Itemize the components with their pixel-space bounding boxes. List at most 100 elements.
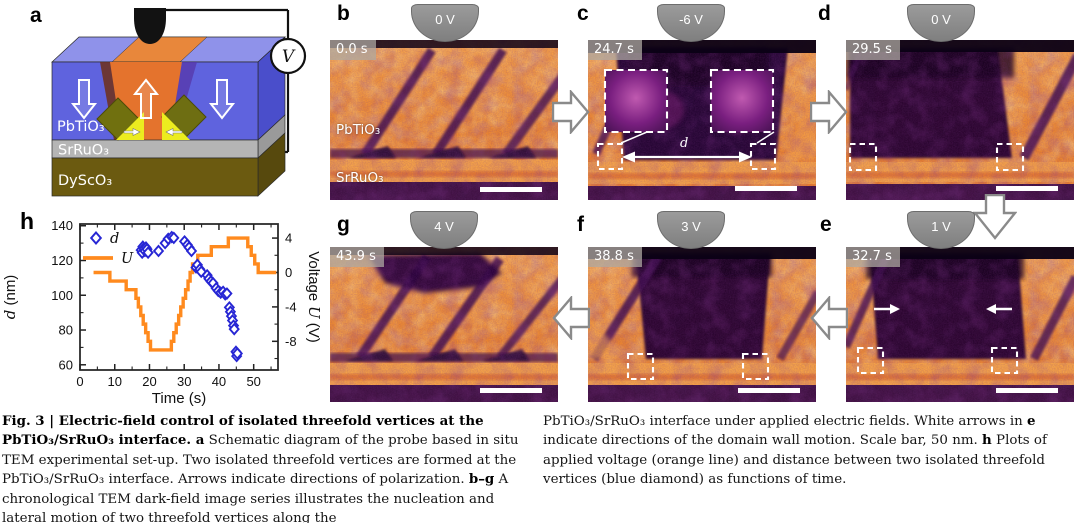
tem-image-b: 0.0 s PbTiO₃ SrRuO₃: [330, 40, 558, 200]
caption-left-column: Fig. 3 | Electric-field control of isola…: [2, 413, 519, 523]
timestamp-badge: 0.0 s: [330, 40, 376, 60]
tem-image-g: 43.9 s: [330, 247, 558, 402]
panel-letter-d: d: [818, 2, 831, 25]
panel-c: -6 V 24.7 s d: [588, 0, 816, 200]
svg-text:Time (s): Time (s): [152, 390, 206, 407]
svg-text:d: d: [110, 231, 119, 247]
timestamp-badge: 29.5 s: [846, 40, 900, 60]
panel-g: 4 V 43.9 s: [330, 205, 558, 405]
voltmeter-label: V: [282, 47, 296, 67]
svg-text:0: 0: [76, 374, 83, 389]
tem-image-f: 38.8 s: [588, 247, 816, 402]
svg-text:-8: -8: [285, 334, 297, 349]
scale-bar: [735, 186, 797, 191]
sequence-arrow-left-icon: [810, 296, 848, 340]
tem-texture-f: [588, 247, 816, 402]
svg-text:140: 140: [51, 218, 73, 233]
setup-schematic: V PbTiO₃ SrRuO₃ DyScO₃: [51, 8, 307, 197]
tem-texture-b: [330, 40, 558, 200]
tem-image-c: 24.7 s d: [588, 40, 816, 200]
voltmeter-icon: [269, 37, 307, 75]
figure-caption: Fig. 3 | Electric-field control of isola…: [2, 412, 1075, 523]
svg-text:80: 80: [59, 323, 73, 338]
panel-letter-b: b: [337, 2, 350, 25]
panel-e: 1 V 32.7 s: [846, 205, 1074, 405]
timestamp-badge: 43.9 s: [330, 247, 384, 267]
svg-text:4: 4: [285, 231, 292, 246]
substrate-label: DyScO₃: [58, 173, 112, 189]
voltage-step-line: [93, 236, 277, 352]
svg-text:0: 0: [285, 265, 292, 280]
distance-point: [185, 244, 198, 258]
sequence-arrow-left-icon: [552, 296, 590, 340]
distance-point: [195, 265, 207, 279]
distance-point: [228, 322, 240, 336]
panel-f: 3 V 38.8 s: [588, 205, 816, 405]
panel-letter-e: e: [820, 213, 832, 236]
tem-texture-c: [588, 40, 816, 200]
scale-bar: [996, 388, 1058, 393]
probe-voltage-badge-f: 3 V: [657, 211, 725, 249]
sequence-arrow-right-icon: [810, 90, 848, 134]
timestamp-badge: 32.7 s: [846, 247, 900, 267]
svg-text:-4: -4: [285, 299, 297, 314]
sequence-arrow-right-icon: [552, 90, 590, 134]
svg-text:40: 40: [212, 374, 226, 389]
voltage-distance-chart: 0 10 20 30 40 50 60 80 100 120 140 4 0 -4 -8 d U Time (s)…: [0, 210, 323, 415]
probe-voltage-badge-d: 0 V: [907, 4, 975, 42]
distance-point: [231, 347, 244, 360]
distance-point: [142, 246, 154, 260]
legend-diamond-icon: [89, 230, 103, 246]
probe-voltage-badge-c: -6 V: [657, 4, 725, 42]
scale-bar: [480, 388, 542, 393]
tem-texture-d: [846, 40, 1074, 200]
panel-letter-h: h: [20, 208, 35, 234]
svg-text:20: 20: [142, 374, 156, 389]
plot-frame: [79, 223, 279, 371]
svg-text:60: 60: [59, 357, 73, 372]
tem-texture-g: [330, 247, 558, 402]
probe-tip-icon: [134, 8, 166, 44]
tem-image-d: 29.5 s: [846, 40, 1074, 200]
scale-bar: [996, 186, 1058, 191]
electrode-label: SrRuO₃: [336, 170, 384, 186]
svg-text:Voltage U (V): Voltage U (V): [305, 251, 322, 343]
svg-text:10: 10: [108, 374, 122, 389]
film-label: PbTiO₃: [57, 119, 105, 135]
panel-letter-f: f: [577, 213, 584, 236]
distance-point: [152, 244, 165, 258]
svg-text:50: 50: [246, 374, 260, 389]
svg-text:100: 100: [51, 288, 73, 303]
panel-b: 0 V 0.0 s PbTiO₃ SrRuO₃: [330, 0, 558, 200]
scale-bar: [738, 388, 800, 393]
svg-text:120: 120: [51, 253, 73, 268]
distance-point: [168, 231, 180, 245]
substrate-front-face: [51, 157, 259, 197]
probe-voltage-badge-g: 4 V: [410, 211, 478, 249]
film-label: PbTiO₃: [336, 122, 381, 138]
panel-letter-a: a: [30, 4, 42, 27]
panel-letter-g: g: [337, 213, 350, 236]
electrode-label: SrRuO₃: [58, 143, 109, 159]
polarization-down-arrow-left-icon: [70, 79, 98, 120]
tem-image-e: 32.7 s: [846, 247, 1074, 402]
svg-text:30: 30: [177, 374, 191, 389]
circuit-wire: [150, 8, 290, 154]
svg-text:U: U: [121, 251, 134, 267]
probe-voltage-badge-e: 1 V: [907, 211, 975, 249]
tem-texture-e: [846, 247, 1074, 402]
probe-voltage-badge-b: 0 V: [411, 4, 479, 42]
timestamp-badge: 38.8 s: [588, 247, 642, 267]
sequence-arrow-down-icon: [973, 194, 1017, 240]
panel-letter-c: c: [577, 2, 589, 25]
polarization-arrow-left-icon: [165, 128, 183, 136]
caption-right-column: PbTiO₃/SrRuO₃ interface under applied el…: [543, 413, 1047, 488]
polarization-down-arrow-right-icon: [208, 79, 236, 120]
polarization-arrow-right-icon: [123, 128, 141, 136]
svg-text:d (nm): d (nm): [1, 275, 19, 320]
scale-bar: [480, 187, 542, 192]
distance-label: d: [680, 136, 689, 151]
timestamp-badge: 24.7 s: [588, 40, 642, 60]
polarization-up-arrow-icon: [132, 78, 160, 119]
